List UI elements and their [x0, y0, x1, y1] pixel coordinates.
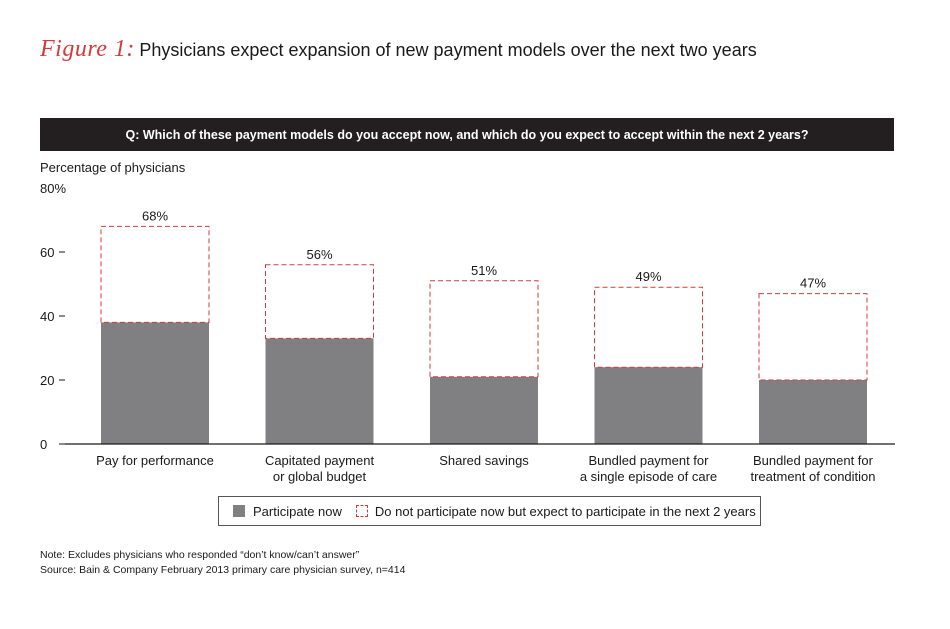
x-category-label: Bundled payment for: [589, 453, 710, 468]
bar-expect-participate: [429, 280, 539, 378]
bar-participate-now: [265, 338, 374, 444]
bar-total-label: 47%: [800, 276, 826, 291]
source-text: Source: Bain & Company February 2013 pri…: [40, 564, 406, 576]
x-category-label: a single episode of care: [580, 469, 717, 484]
figure-title: Figure 1: Physicians expect expansion of…: [40, 36, 757, 63]
bar-total-label: 68%: [142, 208, 168, 223]
y-tick-label: 60: [40, 245, 54, 260]
x-category-label: Pay for performance: [96, 453, 214, 468]
bar-participate-now: [101, 322, 209, 444]
footnotes: Note: Excludes physicians who responded …: [40, 548, 405, 578]
bar-total-label: 56%: [306, 247, 332, 262]
note-text: Note: Excludes physicians who responded …: [40, 549, 360, 561]
bar-expect-participate: [265, 264, 374, 339]
x-category-label: Capitated payment: [265, 453, 375, 468]
legend-label-participate-now: Participate now: [253, 503, 342, 519]
bar-expect-participate: [758, 293, 868, 381]
bar-participate-now: [594, 367, 703, 444]
bar-total-label: 49%: [635, 269, 661, 284]
y-axis-label: Percentage of physicians: [40, 160, 186, 175]
legend-label-expect-participate: Do not participate now but expect to par…: [374, 503, 756, 519]
x-category-label: Shared savings: [439, 453, 529, 468]
legend-swatch-participate-now: [233, 505, 245, 517]
y-tick-label: 40: [40, 309, 54, 324]
bar-expect-participate: [100, 225, 210, 323]
bar-participate-now: [430, 376, 538, 444]
y-tick-label: 20: [40, 373, 54, 388]
figure-heading: Physicians expect expansion of new payme…: [139, 40, 757, 60]
y-tick-label: 0: [40, 437, 47, 452]
bar-expect-participate: [594, 286, 703, 368]
x-category-label: treatment of condition: [750, 469, 875, 484]
x-category-label: or global budget: [273, 469, 367, 484]
legend-swatch-expect-participate: [355, 505, 368, 517]
question-banner: Q: Which of these payment models do you …: [40, 118, 894, 151]
chart-legend: Participate now Do not participate now b…: [218, 496, 761, 526]
question-text: Q: Which of these payment models do you …: [125, 127, 809, 142]
y-axis-max-label: 80%: [40, 181, 67, 196]
bar-total-label: 51%: [471, 263, 497, 278]
figure-label: Figure 1:: [40, 36, 135, 62]
x-category-label: Bundled payment for: [753, 453, 874, 468]
bar-participate-now: [759, 380, 867, 444]
